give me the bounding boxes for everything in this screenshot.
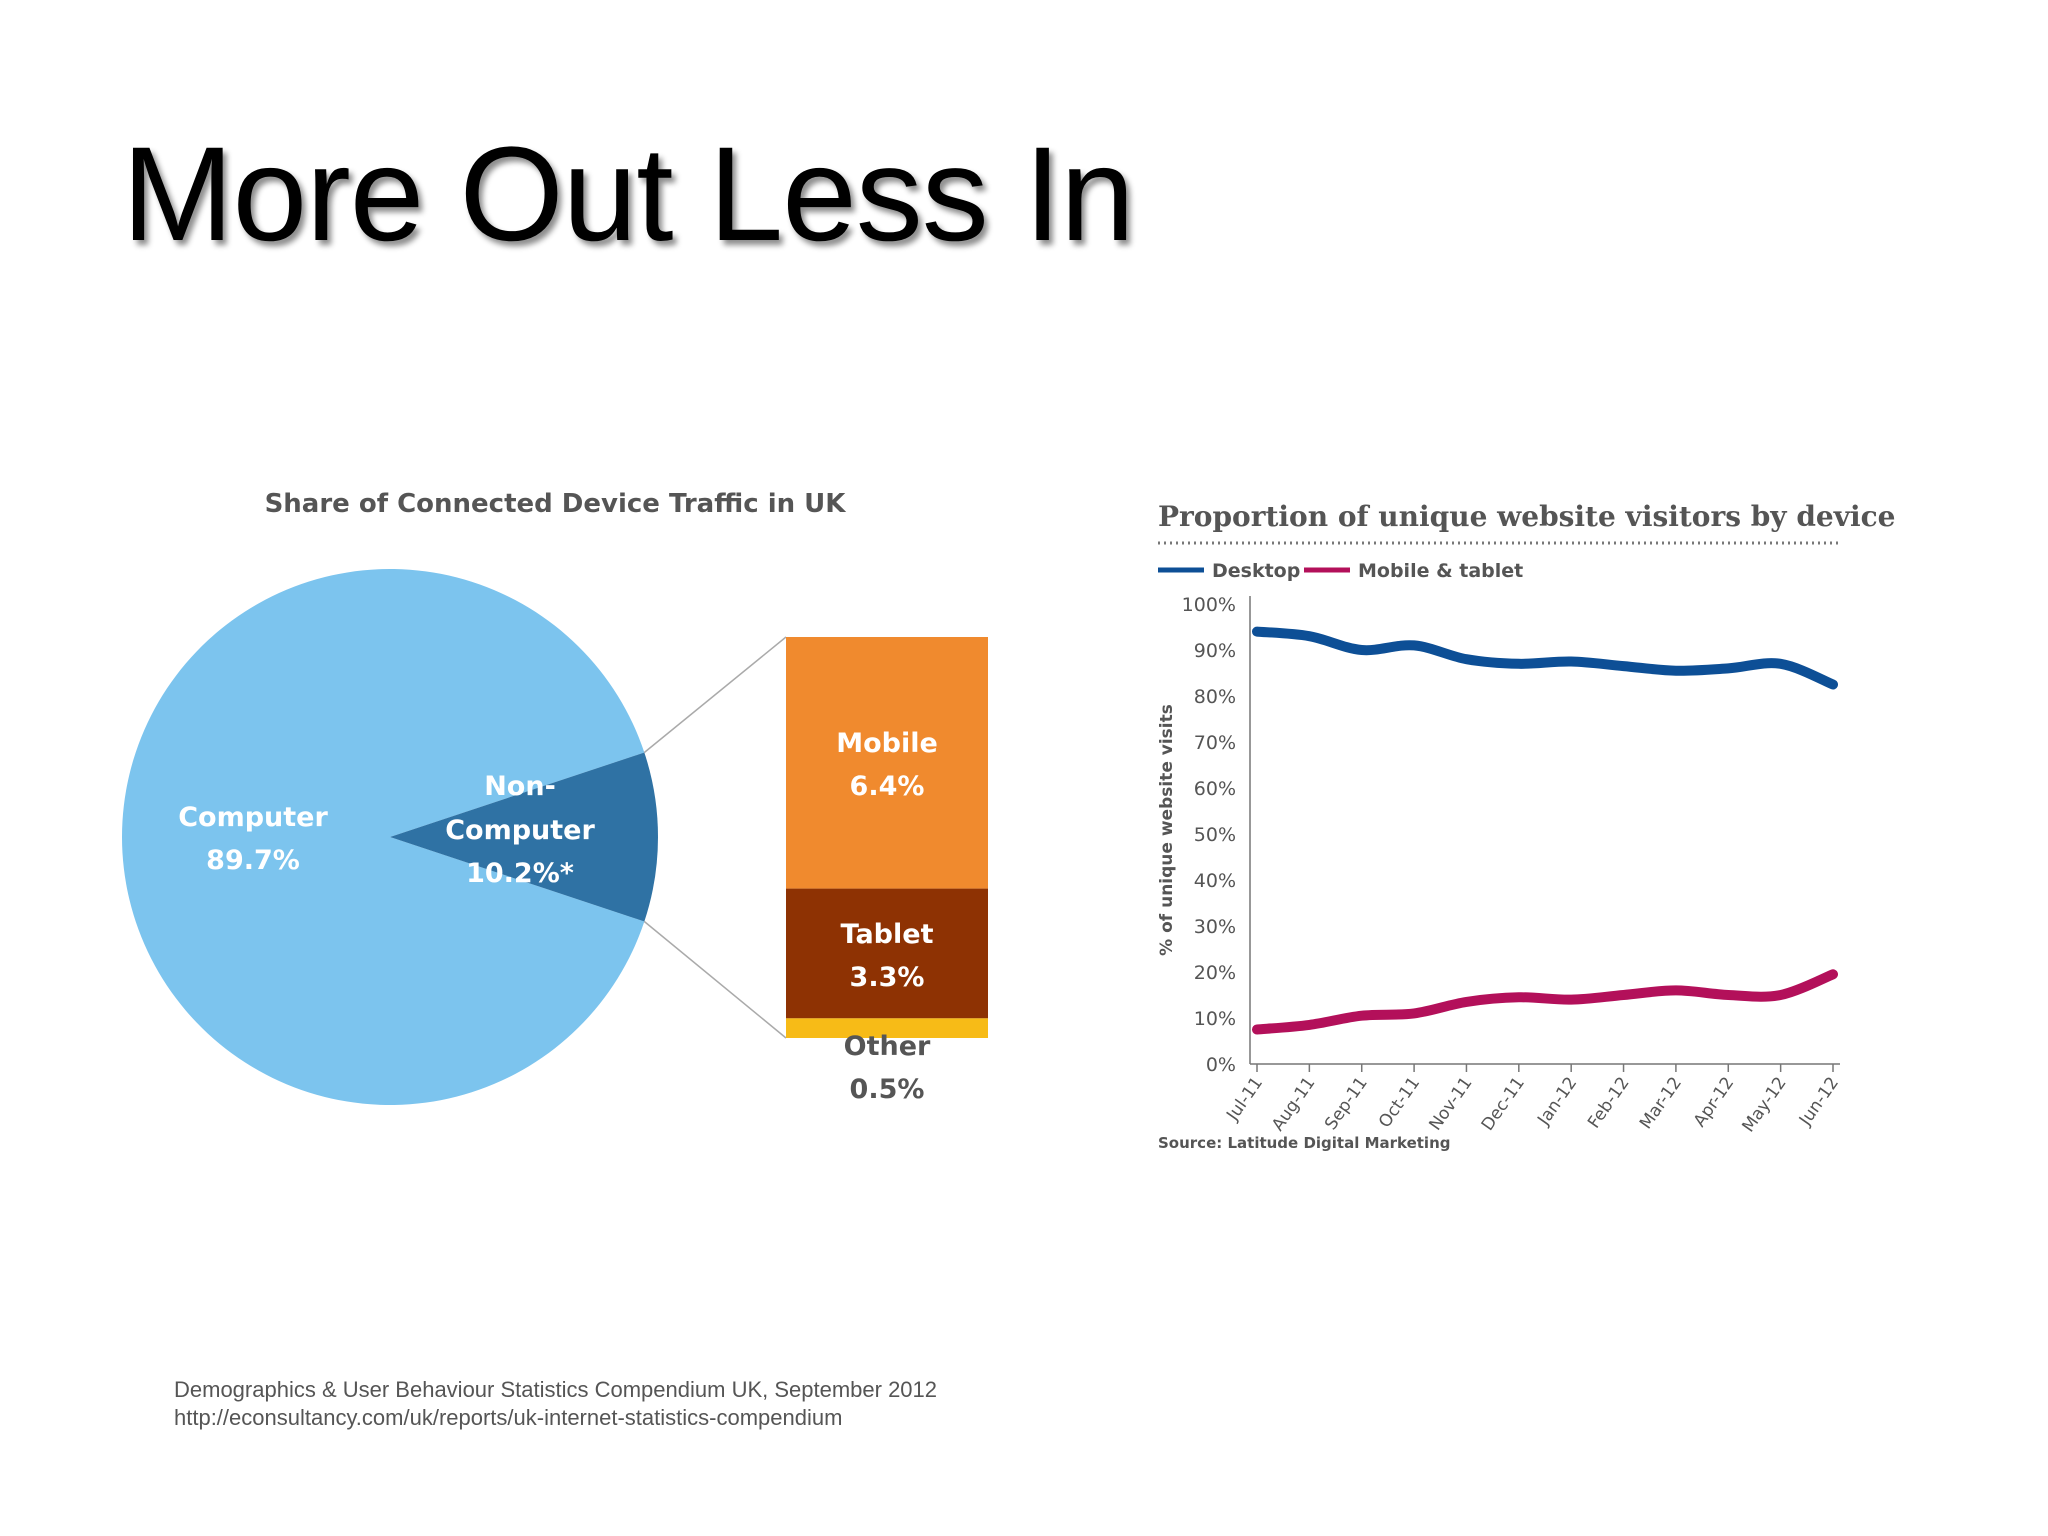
breakdown-bar-other xyxy=(786,1018,988,1038)
connector-line-top xyxy=(643,636,787,754)
y-axis-label: % of unique website visits xyxy=(1157,704,1177,956)
computer-slice-value: 89.7% xyxy=(206,845,300,876)
non-computer-slice-label-2: Computer xyxy=(445,815,595,846)
line-chart-title: Proportion of unique website visitors by… xyxy=(1158,500,1896,533)
y-tick-label: 90% xyxy=(1194,640,1236,662)
x-tick-label: Nov-11 xyxy=(1425,1073,1476,1134)
other-bar-label: Other xyxy=(844,1031,931,1062)
breakdown-bar-tablet xyxy=(786,888,988,1019)
x-tick-label: May-12 xyxy=(1738,1073,1790,1136)
other-bar-value: 0.5% xyxy=(850,1074,925,1105)
pie-slice-computer xyxy=(122,569,645,1105)
citation-url: http://econsultancy.com/uk/reports/uk-in… xyxy=(174,1405,843,1430)
pie-chart-title: Share of Connected Device Traffic in UK xyxy=(265,489,847,519)
x-tick-label: Dec-11 xyxy=(1478,1073,1529,1134)
x-tick-label: Sep-11 xyxy=(1321,1073,1372,1133)
y-tick-label: 0% xyxy=(1206,1054,1236,1076)
x-tick-label: Jul-11 xyxy=(1222,1073,1267,1125)
x-tick-label: Feb-12 xyxy=(1584,1073,1634,1132)
tablet-bar-value: 3.3% xyxy=(850,962,925,993)
y-tick-label: 60% xyxy=(1194,778,1236,800)
x-tick-label: Jan-12 xyxy=(1533,1073,1581,1130)
citation-line-1: Demographics & User Behaviour Statistics… xyxy=(174,1377,938,1402)
mobile-bar-label: Mobile xyxy=(836,728,938,759)
y-tick-label: 80% xyxy=(1194,686,1236,708)
citation-footer: Demographics & User Behaviour Statistics… xyxy=(174,1376,937,1432)
y-tick-label: 50% xyxy=(1194,824,1236,846)
x-tick-label: Apr-12 xyxy=(1690,1073,1739,1130)
legend-label-mobile-tablet: Mobile & tablet xyxy=(1358,560,1523,582)
desktop-series-line xyxy=(1252,626,1838,690)
y-tick-label: 20% xyxy=(1194,962,1236,984)
x-tick-label: Oct-11 xyxy=(1375,1073,1424,1131)
mobile-tablet-series-line xyxy=(1252,969,1838,1035)
y-tick-label: 70% xyxy=(1194,732,1236,754)
source-note: Source: Latitude Digital Marketing xyxy=(1158,1134,1451,1152)
tablet-bar-label: Tablet xyxy=(841,919,934,950)
breakdown-stacked-bar xyxy=(786,637,988,1038)
visitors-by-device-line-chart: Proportion of unique website visitors by… xyxy=(1157,500,1896,1152)
non-computer-slice-value: 10.2%* xyxy=(466,858,574,889)
computer-slice-label: Computer xyxy=(178,802,328,833)
y-tick-label: 40% xyxy=(1194,870,1236,892)
y-tick-label: 10% xyxy=(1194,1008,1236,1030)
y-tick-label: 30% xyxy=(1194,916,1236,938)
connector-line-bottom xyxy=(643,920,787,1039)
x-tick-label: Aug-11 xyxy=(1268,1073,1319,1134)
x-tick-label: Jun-12 xyxy=(1795,1073,1843,1130)
pie-slice-non-computer xyxy=(390,752,658,922)
x-axis-ticks: Jul-11 Aug-11 Sep-11 Oct-11 Nov-11 Dec-11 Jan-… xyxy=(1222,1064,1843,1136)
legend-label-desktop: Desktop xyxy=(1212,560,1300,582)
y-axis-ticks: 0% 10% 20% 30% 40% 50% 60% 70% 80% 90% 100% xyxy=(1182,594,1236,1076)
device-traffic-pie-chart: Share of Connected Device Traffic in UK … xyxy=(122,489,988,1105)
slide-title: More Out Less In xyxy=(122,120,1135,269)
series-lines xyxy=(1252,626,1838,1035)
breakdown-bar-mobile xyxy=(786,637,988,889)
pie-slices xyxy=(122,569,658,1105)
y-tick-label: 100% xyxy=(1182,594,1236,616)
x-tick-label: Mar-12 xyxy=(1636,1073,1686,1133)
non-computer-slice-label-1: Non- xyxy=(484,771,556,802)
mobile-bar-value: 6.4% xyxy=(850,771,925,802)
